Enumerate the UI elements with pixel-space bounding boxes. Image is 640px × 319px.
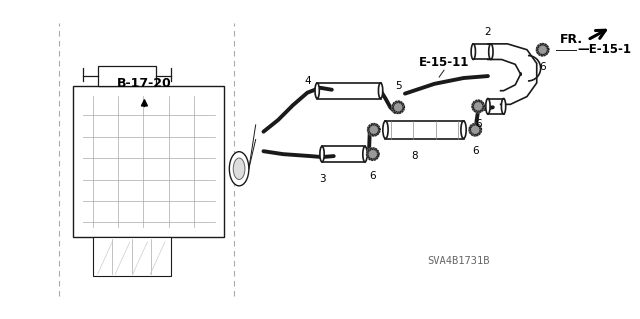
Text: —E-15-1: —E-15-1 [578,43,632,56]
Polygon shape [367,123,380,136]
Ellipse shape [320,146,324,162]
Ellipse shape [383,121,388,138]
Text: 6: 6 [540,63,546,72]
Text: FR.: FR. [559,33,582,47]
Ellipse shape [363,146,367,162]
Polygon shape [392,101,404,114]
Ellipse shape [233,158,245,180]
Ellipse shape [489,44,493,59]
Text: 3: 3 [319,174,325,184]
Text: 6: 6 [475,119,481,129]
Polygon shape [472,100,484,113]
Ellipse shape [315,83,319,99]
Text: 6: 6 [472,146,479,156]
Text: 5: 5 [395,81,401,91]
Polygon shape [367,148,379,160]
Ellipse shape [486,99,490,114]
Ellipse shape [471,44,476,59]
Text: SVA4B1731B: SVA4B1731B [428,256,490,266]
Ellipse shape [501,99,506,114]
Text: 2: 2 [484,27,492,37]
Text: E-15-11: E-15-11 [419,56,469,69]
Ellipse shape [461,121,466,138]
Polygon shape [536,43,549,56]
Ellipse shape [378,83,383,99]
Text: B-17-20: B-17-20 [117,78,172,90]
FancyBboxPatch shape [97,66,156,86]
Bar [93,237,171,276]
Polygon shape [469,123,481,136]
Text: 8: 8 [412,151,418,161]
Ellipse shape [229,152,249,186]
Text: 6: 6 [369,171,376,181]
Bar [73,86,225,237]
Text: 4: 4 [304,76,310,86]
